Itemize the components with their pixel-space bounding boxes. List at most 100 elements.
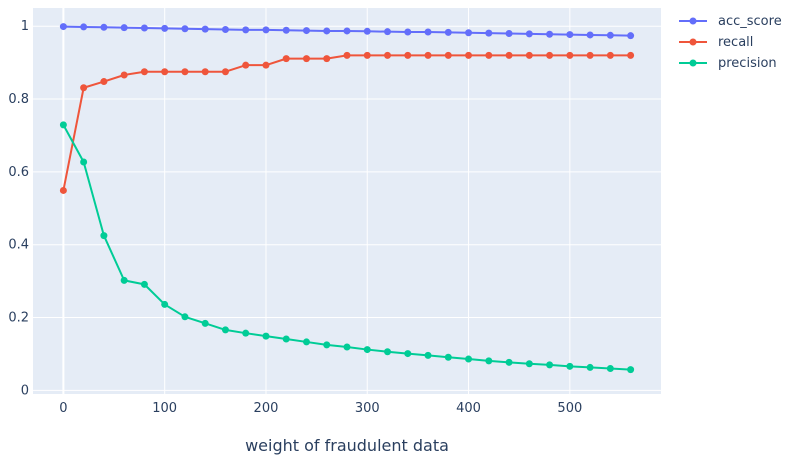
x-tick-label: 0 xyxy=(59,401,67,416)
data-point-recall[interactable] xyxy=(566,51,574,59)
data-point-precision[interactable] xyxy=(465,355,473,363)
data-point-acc_score[interactable] xyxy=(262,26,270,34)
y-tick-label: 0.4 xyxy=(8,238,29,253)
data-point-recall[interactable] xyxy=(404,51,412,59)
data-point-acc_score[interactable] xyxy=(384,28,392,36)
legend-swatch-marker xyxy=(689,17,697,25)
data-point-recall[interactable] xyxy=(627,51,635,59)
data-point-recall[interactable] xyxy=(606,51,614,59)
data-point-acc_score[interactable] xyxy=(242,26,250,34)
data-point-recall[interactable] xyxy=(505,51,513,59)
data-point-acc_score[interactable] xyxy=(525,30,533,38)
data-point-recall[interactable] xyxy=(302,55,310,63)
data-point-acc_score[interactable] xyxy=(606,31,614,39)
data-point-acc_score[interactable] xyxy=(485,29,493,37)
data-point-acc_score[interactable] xyxy=(444,28,452,36)
data-point-acc_score[interactable] xyxy=(302,27,310,35)
data-point-acc_score[interactable] xyxy=(566,31,574,39)
data-point-acc_score[interactable] xyxy=(546,30,554,38)
data-point-recall[interactable] xyxy=(140,68,148,76)
data-point-precision[interactable] xyxy=(323,341,331,349)
data-point-precision[interactable] xyxy=(242,329,250,337)
data-point-acc_score[interactable] xyxy=(323,27,331,35)
data-point-acc_score[interactable] xyxy=(201,25,209,33)
data-point-recall[interactable] xyxy=(444,51,452,59)
data-point-precision[interactable] xyxy=(221,326,229,334)
data-point-precision[interactable] xyxy=(282,335,290,343)
legend-item-precision[interactable]: precision xyxy=(679,56,777,71)
data-point-recall[interactable] xyxy=(120,71,128,79)
data-point-recall[interactable] xyxy=(181,68,189,76)
data-point-recall[interactable] xyxy=(323,55,331,63)
data-point-acc_score[interactable] xyxy=(181,25,189,33)
data-point-recall[interactable] xyxy=(80,84,88,92)
data-point-acc_score[interactable] xyxy=(282,26,290,34)
data-point-precision[interactable] xyxy=(485,357,493,365)
data-point-precision[interactable] xyxy=(627,366,635,374)
data-point-recall[interactable] xyxy=(363,51,371,59)
legend-swatch-marker xyxy=(689,38,697,46)
data-point-precision[interactable] xyxy=(140,280,148,288)
data-point-precision[interactable] xyxy=(606,365,614,373)
data-point-acc_score[interactable] xyxy=(161,24,169,32)
data-point-acc_score[interactable] xyxy=(343,27,351,35)
data-point-precision[interactable] xyxy=(384,348,392,356)
data-point-acc_score[interactable] xyxy=(465,29,473,37)
data-point-recall[interactable] xyxy=(262,61,270,69)
data-point-acc_score[interactable] xyxy=(120,24,128,32)
data-point-precision[interactable] xyxy=(525,360,533,368)
data-point-recall[interactable] xyxy=(384,51,392,59)
data-point-precision[interactable] xyxy=(120,276,128,284)
data-point-acc_score[interactable] xyxy=(221,25,229,33)
data-point-recall[interactable] xyxy=(424,51,432,59)
data-point-precision[interactable] xyxy=(566,362,574,370)
data-point-recall[interactable] xyxy=(221,68,229,76)
data-point-acc_score[interactable] xyxy=(586,31,594,39)
data-point-acc_score[interactable] xyxy=(505,29,513,37)
data-point-precision[interactable] xyxy=(363,346,371,354)
data-point-acc_score[interactable] xyxy=(404,28,412,36)
data-point-recall[interactable] xyxy=(546,51,554,59)
data-point-precision[interactable] xyxy=(262,332,270,340)
data-point-recall[interactable] xyxy=(586,51,594,59)
data-point-precision[interactable] xyxy=(59,121,67,129)
data-point-recall[interactable] xyxy=(343,51,351,59)
x-tick-labels: 0 100 200 300 400 500 xyxy=(59,401,582,416)
x-tick-label: 500 xyxy=(557,401,582,416)
data-point-precision[interactable] xyxy=(100,232,108,240)
legend-item-acc_score[interactable]: acc_score xyxy=(679,14,782,29)
y-tick-labels: 0 0.2 0.4 0.6 0.8 1 xyxy=(8,19,29,398)
data-point-precision[interactable] xyxy=(505,358,513,366)
legend-item-recall[interactable]: recall xyxy=(679,35,753,50)
data-point-precision[interactable] xyxy=(586,363,594,371)
x-tick-label: 300 xyxy=(355,401,380,416)
data-point-recall[interactable] xyxy=(100,78,108,86)
data-point-precision[interactable] xyxy=(424,351,432,359)
data-point-precision[interactable] xyxy=(404,350,412,358)
data-point-acc_score[interactable] xyxy=(80,23,88,31)
data-point-recall[interactable] xyxy=(485,51,493,59)
data-point-recall[interactable] xyxy=(59,186,67,194)
data-point-recall[interactable] xyxy=(161,68,169,76)
data-point-acc_score[interactable] xyxy=(627,32,635,40)
data-point-recall[interactable] xyxy=(201,68,209,76)
data-point-acc_score[interactable] xyxy=(424,28,432,36)
data-point-recall[interactable] xyxy=(465,51,473,59)
data-point-precision[interactable] xyxy=(444,353,452,361)
data-point-acc_score[interactable] xyxy=(100,23,108,31)
series-recall xyxy=(59,51,635,194)
data-point-precision[interactable] xyxy=(546,361,554,369)
data-point-precision[interactable] xyxy=(343,343,351,351)
data-point-precision[interactable] xyxy=(302,338,310,346)
data-point-precision[interactable] xyxy=(161,300,169,308)
data-point-acc_score[interactable] xyxy=(59,23,67,31)
data-point-recall[interactable] xyxy=(525,51,533,59)
data-point-acc_score[interactable] xyxy=(363,27,371,35)
data-point-recall[interactable] xyxy=(282,55,290,63)
data-point-precision[interactable] xyxy=(80,158,88,166)
data-point-recall[interactable] xyxy=(242,61,250,69)
data-point-acc_score[interactable] xyxy=(140,24,148,32)
data-point-precision[interactable] xyxy=(201,319,209,327)
data-point-precision[interactable] xyxy=(181,313,189,321)
